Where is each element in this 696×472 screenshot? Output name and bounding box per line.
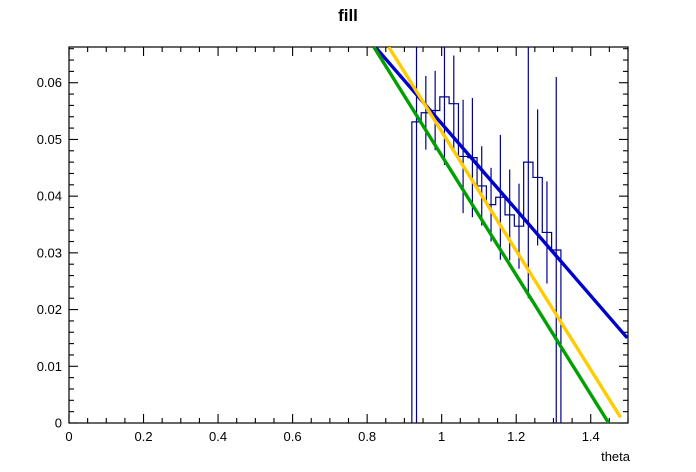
fit-line-green: [372, 47, 611, 423]
fit-line-yellow: [387, 47, 622, 419]
x-axis-tick-label: 0.8: [358, 429, 376, 444]
y-axis-tick-label: 0.02: [37, 302, 62, 317]
x-axis-tick-label: 0.6: [284, 429, 302, 444]
y-axis-tick-label: 0.01: [37, 359, 62, 374]
y-axis-tick-label: 0.03: [37, 245, 62, 260]
x-axis-tick-label: 0.2: [134, 429, 152, 444]
x-axis-tick-label: 0: [65, 429, 72, 444]
y-axis-tick-label: 0.05: [37, 132, 62, 147]
x-axis-tick-label: 1: [438, 429, 445, 444]
x-axis-tick-label: 1.2: [507, 429, 525, 444]
x-axis-tick-label: 1.4: [582, 429, 600, 444]
series-layer: [372, 47, 628, 423]
y-axis-tick-label: 0: [55, 416, 62, 431]
y-axis-tick-label: 0.06: [37, 75, 62, 90]
x-axis-tick-label: 0.4: [209, 429, 227, 444]
y-axis-tick-label: 0.04: [37, 189, 62, 204]
plot-frame: [68, 46, 629, 424]
x-axis-title: theta: [601, 449, 631, 464]
page-title: fill: [338, 6, 358, 25]
